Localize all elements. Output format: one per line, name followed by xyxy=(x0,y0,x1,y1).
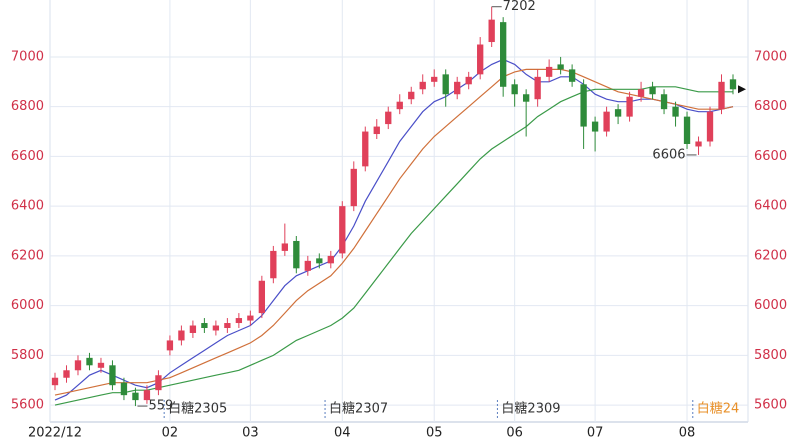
contract-label: 白糖24 xyxy=(697,401,740,417)
x-tick-label: 06 xyxy=(506,426,523,441)
x-tick-label: 2022/12 xyxy=(28,426,82,441)
x-tick-label: 08 xyxy=(679,426,696,441)
candle-body xyxy=(327,255,334,264)
moving-average-line xyxy=(54,86,733,406)
candle-body xyxy=(86,357,93,366)
candle-body xyxy=(511,84,518,95)
candle-body xyxy=(120,382,128,396)
candle-body xyxy=(201,323,208,329)
candle-body xyxy=(385,111,392,125)
candle-body xyxy=(614,109,622,117)
y-tick-label-right: 6200 xyxy=(754,248,787,263)
candle-body xyxy=(362,131,369,167)
candle-body xyxy=(465,76,472,85)
y-tick-label-right: 6000 xyxy=(754,298,787,313)
y-tick-label-right: 5600 xyxy=(754,398,787,413)
y-tick-label: 5800 xyxy=(11,348,44,363)
candle-body xyxy=(500,22,507,87)
candle-body xyxy=(281,243,288,251)
y-tick-label: 6000 xyxy=(11,298,44,313)
candle-body xyxy=(224,323,231,329)
x-tick-label: 03 xyxy=(242,426,259,441)
candle-body xyxy=(155,375,162,391)
annotation: 7202 xyxy=(503,0,536,14)
y-tick-label: 6600 xyxy=(11,149,44,164)
candle-body xyxy=(396,101,403,110)
x-tick-label: 07 xyxy=(587,426,604,441)
x-tick-label: 05 xyxy=(426,426,443,441)
y-tick-label: 6400 xyxy=(11,199,44,214)
candle-body xyxy=(660,94,668,110)
candle-body xyxy=(316,258,323,264)
contract-label: 白糖2309 xyxy=(501,401,560,417)
candle-body xyxy=(695,141,702,147)
candle-body xyxy=(442,74,449,95)
candle-body xyxy=(431,76,438,82)
x-tick-label: 02 xyxy=(162,426,179,441)
candle-body xyxy=(132,392,139,401)
candle-body xyxy=(580,84,587,127)
candle-body xyxy=(477,44,484,75)
moving-average-line xyxy=(54,58,734,401)
candle-body xyxy=(568,69,576,82)
candle-body xyxy=(649,86,656,95)
candle-body xyxy=(454,81,461,95)
candle-body xyxy=(672,106,679,117)
annotation: 6606 xyxy=(652,147,685,162)
annotation: 559 xyxy=(148,399,173,414)
candle-body xyxy=(488,19,495,43)
candle-body xyxy=(189,325,197,333)
y-tick-label-right: 6800 xyxy=(754,99,787,114)
y-tick-label-right: 7000 xyxy=(754,49,787,64)
candle-body xyxy=(603,111,610,132)
candle-body xyxy=(729,79,737,90)
y-tick-label-right: 6600 xyxy=(754,149,787,164)
candle-body xyxy=(545,66,553,77)
contract-label: 白糖2307 xyxy=(329,401,388,417)
y-tick-label: 5600 xyxy=(11,398,44,413)
candle-body xyxy=(557,64,564,70)
candle-body xyxy=(258,280,266,314)
y-tick-label-right: 6400 xyxy=(754,199,787,214)
candle-body xyxy=(304,260,311,271)
candle-body xyxy=(270,250,277,279)
candle-body xyxy=(247,315,254,321)
candle-body xyxy=(408,91,415,100)
x-tick-label: 04 xyxy=(334,426,351,441)
y-tick-label-right: 5800 xyxy=(754,348,787,363)
candle-body xyxy=(74,360,82,371)
candle-body xyxy=(63,370,70,378)
candle-body xyxy=(235,318,243,324)
candle-body xyxy=(51,377,59,386)
candle-body xyxy=(706,111,714,142)
candle-body xyxy=(350,168,357,207)
candle-body xyxy=(373,126,380,135)
candle-body xyxy=(212,325,220,331)
candle-body xyxy=(166,340,174,351)
candle-body xyxy=(178,330,185,341)
candle-body xyxy=(109,365,116,386)
candle-body xyxy=(143,390,151,401)
y-tick-label: 6200 xyxy=(11,248,44,263)
candle-body xyxy=(293,240,300,269)
candle-body xyxy=(419,81,426,90)
y-tick-label: 7000 xyxy=(11,49,44,64)
candle-body xyxy=(718,81,725,110)
moving-average-line xyxy=(54,68,734,396)
candle-body xyxy=(339,206,346,254)
candle-body xyxy=(522,94,530,102)
contract-label: 白糖2305 xyxy=(168,401,227,417)
candle-body xyxy=(591,121,599,132)
candle-body xyxy=(626,96,633,117)
candle-body xyxy=(637,89,645,97)
candle-body xyxy=(683,116,691,144)
candle-body xyxy=(534,76,541,100)
y-tick-label: 6800 xyxy=(11,99,44,114)
candle-body xyxy=(97,362,105,368)
last-price-pointer xyxy=(738,85,746,94)
